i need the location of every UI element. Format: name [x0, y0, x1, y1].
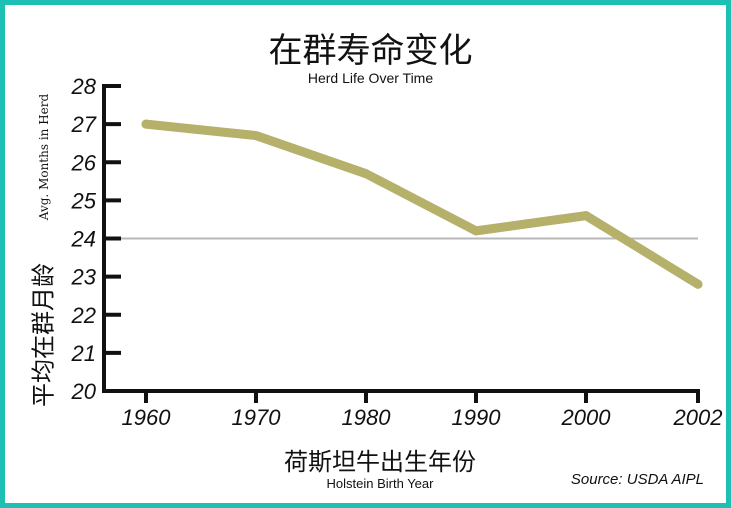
x-tick-label: 1970: [232, 405, 282, 430]
y-axis-label: 平均在群月龄: [29, 263, 58, 407]
y-axis-sublabel: Avg. Months in Herd: [37, 93, 51, 221]
y-tick-label: 23: [71, 265, 97, 290]
chart-subtitle: Herd Life Over Time: [307, 70, 434, 86]
y-tick-label: 22: [71, 303, 96, 328]
data-point-2002: [693, 279, 703, 289]
x-tick-label: 1960: [122, 405, 172, 430]
data-point-1960: [141, 119, 151, 129]
chart-title: 在群寿命变化: [268, 31, 473, 71]
y-tick-label: 28: [71, 74, 97, 99]
line-chart: 20 21 22 23 24 25 26 27 28 1960 1970 1980 1990 2000 20…: [71, 74, 723, 430]
data-point-1980: [361, 169, 371, 179]
y-tick-label: 25: [71, 188, 97, 213]
x-axis-label: 荷斯坦牛出生年份: [284, 448, 476, 476]
x-tick-label: 2000: [561, 405, 612, 430]
y-tick-label: 27: [71, 112, 97, 137]
data-point-1970: [251, 131, 261, 141]
y-tick-label: 20: [71, 379, 97, 404]
x-axis-sublabel: Holstein Birth Year: [326, 476, 434, 491]
source-note: Source: USDA AIPL: [570, 471, 704, 488]
data-point-1990: [471, 226, 481, 236]
y-tick-label: 26: [71, 150, 97, 175]
x-tick-label: 1990: [452, 405, 502, 430]
x-tick-label: 2002: [673, 405, 723, 430]
y-tick-label: 24: [71, 227, 96, 252]
series-line: [141, 119, 703, 289]
x-tick-label: 1980: [342, 405, 392, 430]
y-tick-label: 21: [71, 341, 96, 366]
data-point-2000: [581, 211, 591, 221]
